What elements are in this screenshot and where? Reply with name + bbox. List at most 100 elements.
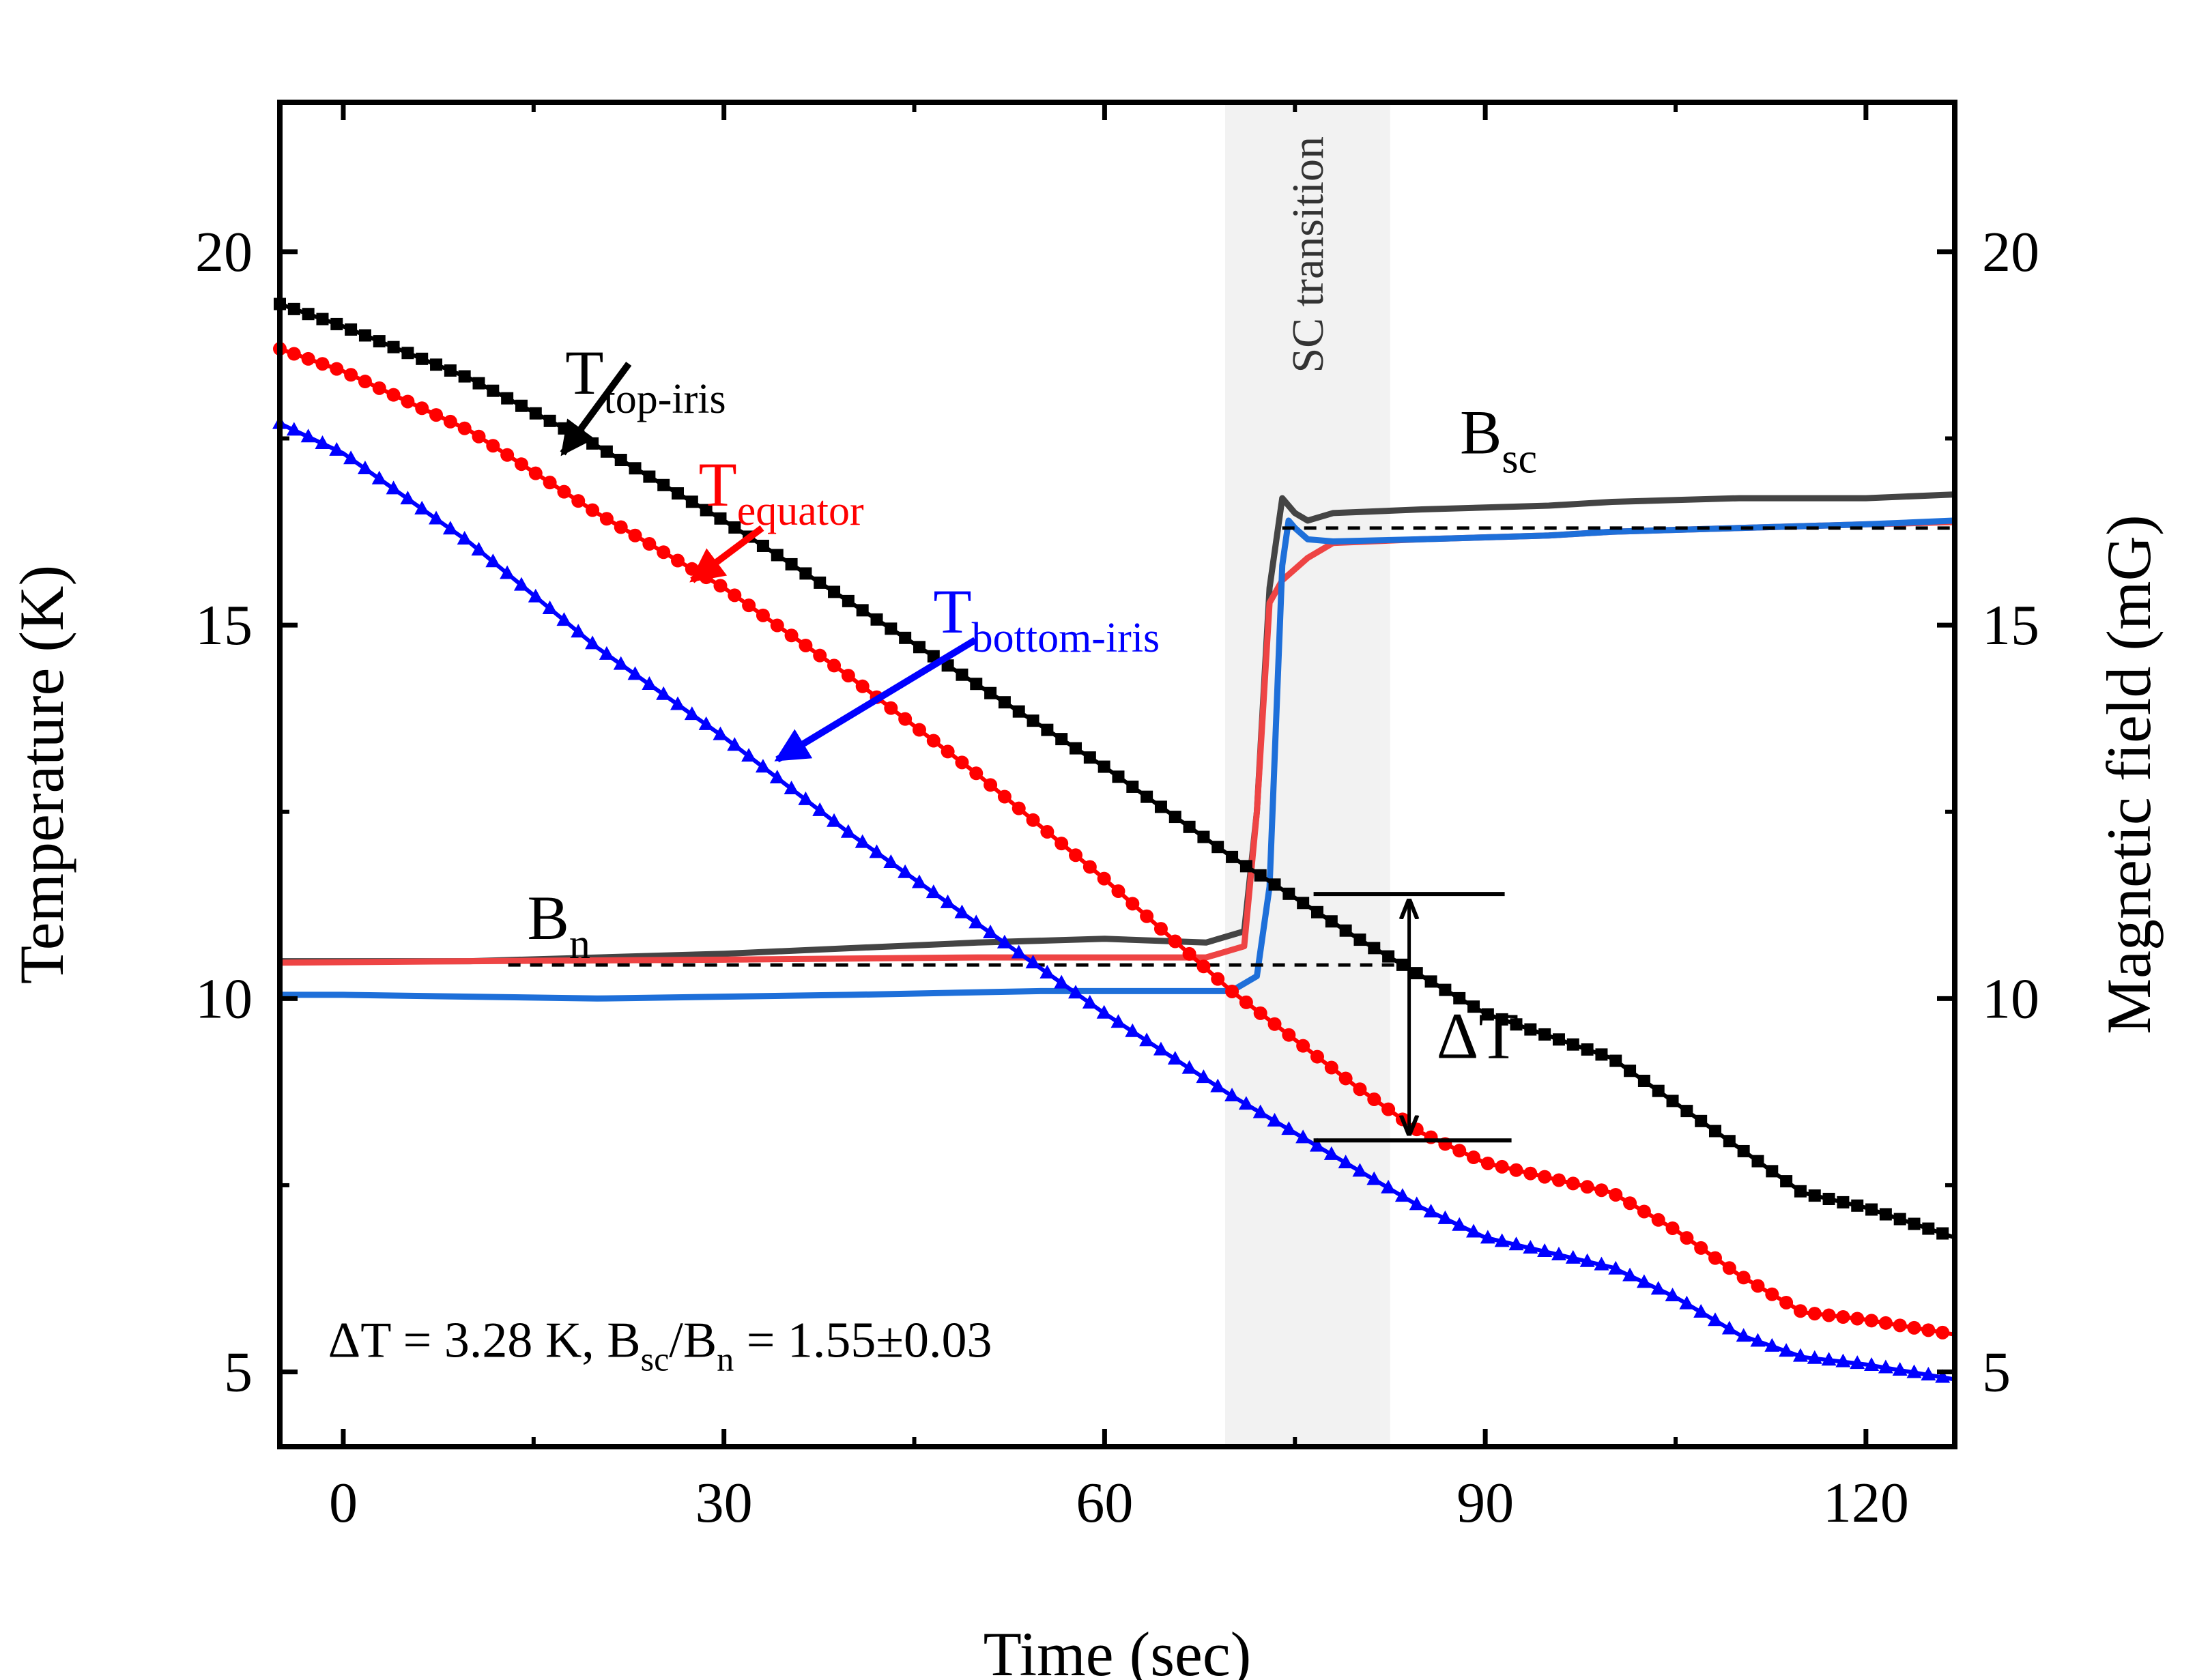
data-point: [1821, 1352, 1837, 1366]
data-point: [956, 668, 969, 681]
data-point: [1865, 1314, 1879, 1328]
data-point: [486, 439, 500, 453]
field-line-0: [280, 491, 1955, 965]
data-point: [1736, 1271, 1751, 1285]
data-point: [1395, 1112, 1409, 1127]
data-point: [1453, 991, 1466, 1004]
data-point: [898, 712, 913, 726]
data-point: [1297, 897, 1310, 910]
data-point: [1353, 933, 1366, 946]
data-point: [1581, 1043, 1594, 1056]
label-sub: equator: [737, 488, 864, 534]
data-point: [1722, 1261, 1736, 1275]
data-point: [444, 364, 457, 377]
data-point: [855, 679, 870, 693]
data-point: [1226, 850, 1239, 863]
data-point: [784, 628, 799, 643]
data-point: [1439, 983, 1452, 996]
label-main: T: [699, 450, 737, 519]
data-point: [1126, 780, 1139, 793]
data-point: [1922, 1222, 1935, 1235]
data-point: [1281, 1121, 1297, 1135]
data-point: [1652, 1084, 1665, 1097]
data-point: [1396, 958, 1409, 971]
data-point: [1537, 1243, 1553, 1258]
data-point: [1580, 1180, 1594, 1194]
data-point: [870, 613, 883, 626]
sc-transition-band: [1225, 105, 1390, 1444]
data-point: [813, 648, 827, 663]
data-point: [1708, 1251, 1723, 1265]
data-point: [1239, 860, 1252, 873]
data-point: [442, 521, 458, 535]
data-point: [1352, 1163, 1368, 1177]
data-point: [1837, 1196, 1850, 1208]
data-point: [1253, 1006, 1267, 1020]
data-point: [1723, 1135, 1736, 1148]
data-point: [771, 549, 784, 562]
temp-series-1: [273, 342, 1955, 1339]
data-point: [316, 313, 329, 325]
data-point: [1879, 1208, 1892, 1221]
data-point: [728, 521, 741, 534]
data-point: [1424, 975, 1437, 988]
data-point: [1410, 967, 1423, 980]
y-tick-label-right: 20: [1982, 220, 2039, 284]
data-point: [430, 358, 443, 371]
magnetic-field-series: [279, 491, 1955, 1002]
data-point: [671, 553, 685, 568]
label-main: T: [933, 577, 971, 646]
data-point: [1865, 1203, 1878, 1216]
data-point: [1467, 1150, 1481, 1165]
data-point: [1238, 1096, 1254, 1110]
data-point: [600, 445, 613, 458]
data-point: [1196, 959, 1211, 974]
data-point: [1409, 1196, 1424, 1211]
data-point: [1139, 1032, 1155, 1047]
data-point: [500, 565, 515, 579]
data-point: [1323, 1146, 1339, 1160]
data-point: [1935, 1369, 1951, 1383]
label-b-n: Bn: [528, 883, 590, 968]
temperature-series: [272, 298, 1955, 1383]
svg-text:Tbottom-iris: Tbottom-iris: [933, 577, 1160, 661]
data-point: [1708, 1312, 1723, 1327]
data-point: [1579, 1253, 1595, 1267]
y-tick-label-right: 15: [1982, 594, 2039, 657]
data-point: [315, 357, 330, 371]
data-point: [358, 329, 371, 342]
data-point: [1254, 869, 1267, 882]
data-point: [557, 484, 571, 499]
data-point: [1167, 1051, 1183, 1065]
data-point: [1921, 1323, 1936, 1337]
y-tick-label-left: 20: [195, 220, 253, 284]
arrow-t-bottom-iris: [774, 637, 977, 763]
data-point: [1650, 1281, 1666, 1295]
y-tick-label-left: 10: [195, 967, 253, 1030]
data-point: [458, 370, 471, 383]
data-point: [970, 678, 983, 691]
data-point: [1494, 1233, 1510, 1247]
data-point: [1310, 906, 1323, 918]
data-point: [1524, 1023, 1537, 1036]
data-point: [400, 491, 416, 505]
data-point: [330, 317, 343, 330]
data-point: [1794, 1185, 1807, 1198]
data-point: [457, 421, 472, 435]
data-point: [684, 706, 700, 721]
data-point: [443, 414, 457, 429]
data-point: [643, 470, 656, 483]
data-point: [728, 588, 742, 603]
data-point: [1140, 909, 1154, 923]
data-point: [386, 480, 401, 495]
data-point: [1936, 1227, 1949, 1240]
data-point: [799, 567, 812, 580]
data-point: [1679, 1295, 1695, 1309]
data-point: [514, 457, 528, 472]
data-point: [1054, 974, 1070, 989]
data-point: [798, 791, 814, 805]
data-point: [1011, 944, 1027, 959]
data-point: [1324, 1060, 1338, 1075]
data-point: [287, 302, 300, 315]
data-point: [1125, 1023, 1140, 1037]
